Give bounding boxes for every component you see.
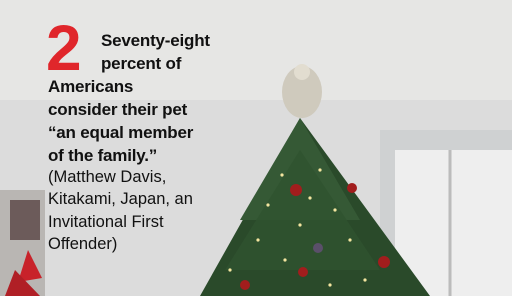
headline-line: Seventy-eight: [101, 30, 210, 53]
headline-line: consider their pet: [48, 99, 187, 122]
headline-line: “an equal member: [48, 122, 193, 145]
credit-line: Offender): [48, 233, 117, 255]
headline-line: of the family.”: [48, 145, 157, 168]
credit-line: Invitational First: [48, 211, 164, 233]
screenshot: 2 Seventy-eight percent of Americans con…: [0, 0, 512, 296]
credit-line: Kitakami, Japan, an: [48, 188, 193, 210]
headline-line: percent of: [101, 53, 181, 76]
caption-number: 2: [46, 18, 80, 78]
headline-line: Americans: [48, 76, 133, 99]
credit-line: (Matthew Davis,: [48, 166, 166, 188]
